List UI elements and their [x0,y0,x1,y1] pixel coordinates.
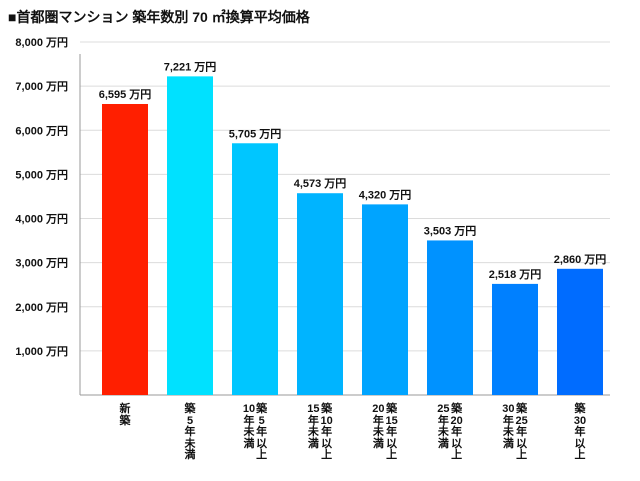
x-tick-label: 築 10 年以上 15 年未満 [307,403,333,462]
x-tick-label-line: 25 年未満 [437,403,450,450]
x-tick-label: 築 30 年以上 [573,403,587,462]
y-tick-label: 7,000 万円 [15,80,68,93]
bar [167,76,213,395]
bar [362,204,408,395]
y-tick-label: 2,000 万円 [15,301,68,314]
bar [102,103,148,395]
x-tick-label: 築 15 年以上 20 年未満 [372,403,398,462]
bar [557,268,603,395]
x-tick-label-line: 築 20 年以上 [450,403,463,461]
y-tick-label: 4,000 万円 [15,213,68,226]
y-tick-label: 1,000 万円 [15,345,68,358]
x-tick-label: 築 25 年以上 30 年未満 [502,403,528,462]
x-tick-label-line: 15 年未満 [307,403,320,450]
x-tick-label-line: 築 30 年以上 [573,403,587,461]
x-tick-label: 築 20 年以上 25 年未満 [437,403,463,462]
chart-title: ■首都圏マンション 築年数別 70 ㎡換算平均価格 [8,9,310,25]
data-label: 2,860 万円 [554,253,607,266]
x-tick-label: 新築 [119,403,131,427]
y-tick-label: 3,000 万円 [15,257,68,270]
bar [232,143,278,395]
data-label: 5,705 万円 [229,127,282,140]
data-label: 7,221 万円 [164,60,217,73]
y-tick-label: 5,000 万円 [15,168,68,181]
data-label: 4,573 万円 [294,177,347,190]
data-label: 6,595 万円 [99,88,152,101]
y-tick-label: 6,000 万円 [15,124,68,137]
x-tick-label: 築 5 年以上 10 年未満 [242,403,268,462]
x-tick-label-line: 新築 [119,403,131,427]
x-tick-label-line: 築 15 年以上 [385,403,398,461]
x-tick-label-line: 築 25 年以上 [515,403,528,461]
x-tick-label-line: 30 年未満 [502,403,515,450]
bar [427,240,473,395]
data-label: 4,320 万円 [359,188,412,201]
data-label: 3,503 万円 [424,224,477,237]
x-tick-label-line: 10 年未満 [242,403,256,450]
x-tick-label-line: 20 年未満 [372,403,385,450]
y-tick-label: 8,000 万円 [15,36,68,49]
bar [297,193,343,395]
bar [492,283,538,395]
x-tick-label-line: 築 10 年以上 [320,403,333,461]
data-label: 2,518 万円 [489,268,542,281]
